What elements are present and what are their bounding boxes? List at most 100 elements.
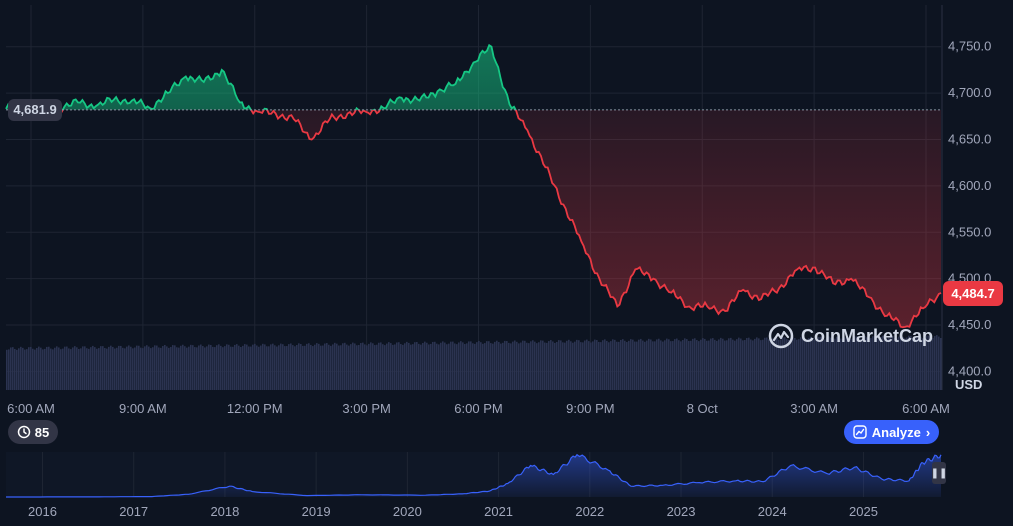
volume-bar bbox=[238, 345, 240, 390]
volume-bar bbox=[80, 348, 82, 390]
volume-bar bbox=[632, 339, 634, 390]
history-button[interactable]: 85 bbox=[8, 420, 58, 444]
volume-bar bbox=[562, 342, 564, 390]
volume-bar bbox=[162, 346, 164, 390]
volume-bar bbox=[582, 342, 584, 390]
volume-bar bbox=[334, 342, 336, 390]
volume-bar bbox=[350, 344, 352, 390]
volume-bar bbox=[616, 341, 618, 390]
volume-bar bbox=[848, 337, 850, 390]
x-tick-label: 6:00 AM bbox=[7, 401, 55, 416]
volume-bar bbox=[542, 340, 544, 390]
volume-bar bbox=[402, 344, 404, 390]
volume-bar bbox=[804, 338, 806, 390]
volume-bar bbox=[460, 341, 462, 390]
volume-bar bbox=[252, 344, 254, 390]
volume-bar bbox=[150, 348, 152, 390]
history-tick-label: 2023 bbox=[667, 504, 696, 519]
volume-bar bbox=[744, 339, 746, 390]
volume-bar bbox=[822, 338, 824, 390]
volume-bar bbox=[180, 345, 182, 390]
volume-bar bbox=[366, 345, 368, 390]
volume-bar bbox=[230, 346, 232, 390]
volume-bar bbox=[436, 343, 438, 390]
volume-bar bbox=[510, 343, 512, 390]
volume-bar bbox=[72, 347, 74, 390]
volume-bar bbox=[704, 338, 706, 390]
volume-bar bbox=[400, 344, 402, 390]
volume-bar bbox=[816, 338, 818, 390]
volume-bar bbox=[810, 336, 812, 390]
volume-bar bbox=[416, 342, 418, 390]
volume-bar bbox=[482, 343, 484, 390]
history-overview-chart[interactable] bbox=[6, 452, 942, 498]
volume-bar bbox=[326, 343, 328, 390]
volume-bar bbox=[312, 346, 314, 390]
volume-bar bbox=[22, 347, 24, 390]
volume-bar bbox=[272, 343, 274, 390]
volume-bar bbox=[584, 340, 586, 390]
volume-bar bbox=[770, 340, 772, 390]
volume-bar bbox=[760, 340, 762, 390]
volume-bar bbox=[600, 342, 602, 390]
volume-bar bbox=[392, 344, 394, 390]
volume-bar bbox=[194, 347, 196, 390]
volume-bar bbox=[168, 347, 170, 390]
volume-bar bbox=[888, 337, 890, 390]
volume-bar bbox=[602, 340, 604, 390]
history-tick-label: 2022 bbox=[575, 504, 604, 519]
x-tick-label: 9:00 PM bbox=[566, 401, 614, 416]
currency-label: USD bbox=[955, 377, 983, 392]
volume-bar bbox=[310, 344, 312, 390]
volume-bar bbox=[554, 342, 556, 390]
volume-bar bbox=[306, 343, 308, 390]
volume-bar bbox=[606, 340, 608, 390]
volume-bar bbox=[922, 338, 924, 390]
volume-bar bbox=[190, 344, 192, 390]
volume-bar bbox=[534, 341, 536, 390]
volume-bar bbox=[522, 340, 524, 390]
volume-bar bbox=[564, 342, 566, 390]
volume-bar bbox=[846, 336, 848, 390]
analyze-button[interactable]: Analyze › bbox=[844, 420, 939, 444]
volume-bar bbox=[590, 342, 592, 390]
volume-bar bbox=[750, 339, 752, 390]
volume-bar bbox=[558, 340, 560, 390]
range-handle[interactable]: ❚❚ bbox=[930, 462, 948, 484]
volume-bar bbox=[108, 346, 110, 390]
volume-bar bbox=[918, 335, 920, 390]
volume-bar bbox=[172, 345, 174, 390]
volume-bar bbox=[640, 338, 642, 390]
pause-icon: ❚❚ bbox=[930, 467, 948, 479]
volume-bar bbox=[428, 344, 430, 390]
volume-bar bbox=[244, 344, 246, 390]
volume-bar bbox=[212, 346, 214, 390]
volume-bar bbox=[76, 347, 78, 390]
volume-bar bbox=[728, 338, 730, 390]
volume-bar bbox=[276, 346, 278, 390]
volume-bar bbox=[820, 336, 822, 390]
volume-bar bbox=[328, 344, 330, 390]
volume-bar bbox=[222, 347, 224, 390]
volume-bar bbox=[932, 337, 934, 390]
volume-bar bbox=[20, 346, 22, 390]
volume-bar bbox=[128, 345, 130, 390]
volume-bar bbox=[740, 338, 742, 390]
volume-bar bbox=[294, 346, 296, 390]
volume-bar bbox=[380, 342, 382, 390]
volume-bar bbox=[768, 339, 770, 390]
volume-bar bbox=[224, 346, 226, 390]
volume-bar bbox=[722, 338, 724, 390]
volume-bar bbox=[266, 346, 268, 390]
volume-bar bbox=[154, 345, 156, 390]
volume-bar bbox=[766, 337, 768, 390]
volume-bar bbox=[568, 339, 570, 390]
volume-bar bbox=[494, 341, 496, 390]
volume-bar bbox=[278, 345, 280, 390]
volume-bar bbox=[720, 337, 722, 390]
volume-bar bbox=[686, 339, 688, 390]
volume-bar bbox=[648, 338, 650, 390]
volume-bar bbox=[332, 344, 334, 390]
volume-bar bbox=[262, 343, 264, 390]
